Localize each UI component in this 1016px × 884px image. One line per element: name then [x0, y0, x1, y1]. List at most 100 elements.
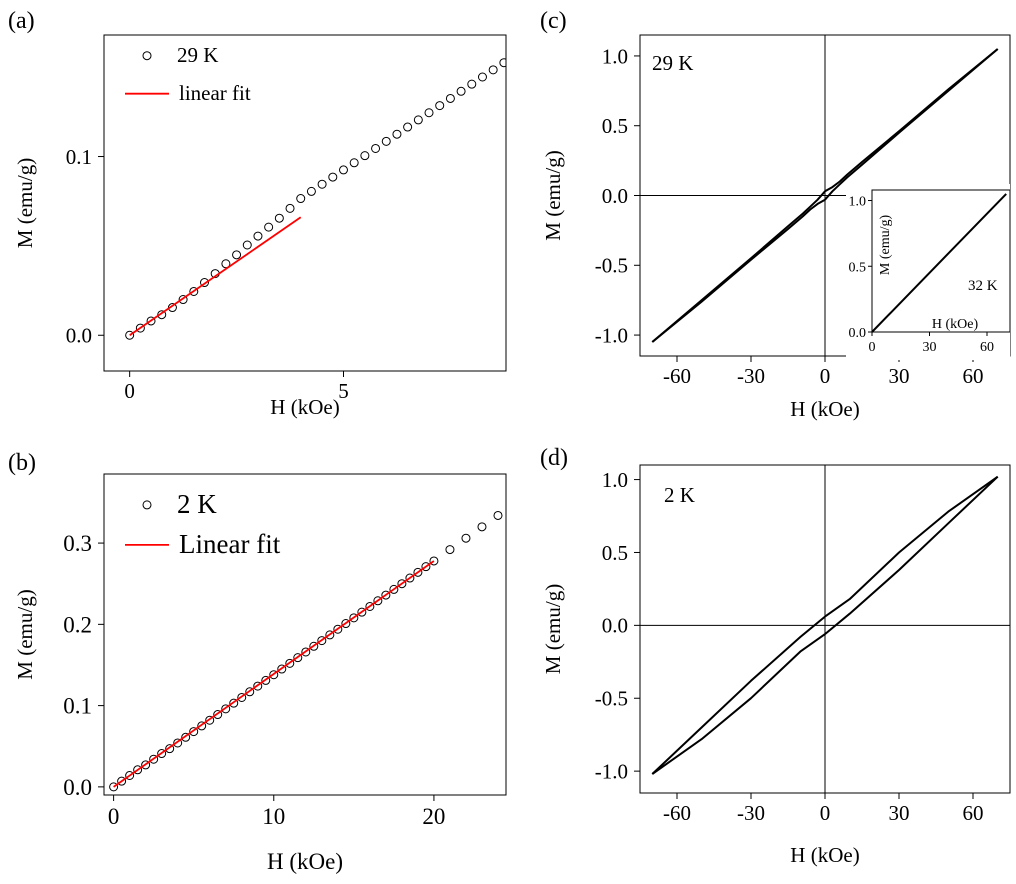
data-point — [301, 647, 311, 657]
data-point — [413, 567, 423, 577]
data-point — [232, 250, 242, 260]
x-tick-label: 5 — [338, 379, 349, 403]
y-tick-label: 0.1 — [63, 694, 92, 719]
data-point — [229, 698, 239, 708]
legend-marker — [142, 51, 152, 61]
y-tick-label: 0.5 — [602, 541, 628, 565]
x-tick-label: 60 — [963, 801, 984, 825]
series-markers — [125, 58, 506, 340]
data-point — [181, 732, 191, 742]
data-point — [125, 770, 135, 780]
panel-b: 0 10 20 0.0 0.1 0.2 0.3 H (kOe) M (emu/g) (b) 2 K L… — [8, 450, 507, 874]
series-layer — [651, 475, 999, 775]
y-tick-label: -0.5 — [595, 687, 628, 711]
data-point — [357, 607, 367, 617]
data-point — [245, 687, 255, 697]
hysteresis-branch — [651, 48, 999, 343]
data-point — [341, 619, 351, 629]
data-point — [133, 765, 143, 775]
y-tick-label: 0.1 — [66, 145, 92, 169]
data-point — [373, 596, 383, 606]
data-point — [173, 738, 183, 748]
panel-label: (d) — [540, 445, 568, 471]
legend-label: 29 K — [177, 43, 218, 67]
data-point — [493, 510, 503, 520]
hysteresis-branch — [651, 48, 999, 343]
inset-x-tick-label: 60 — [980, 340, 994, 355]
legend-label: 2 K — [177, 489, 217, 519]
series-layer — [109, 510, 503, 792]
data-point — [371, 143, 381, 153]
x-tick-label: -30 — [737, 801, 765, 825]
data-point — [306, 186, 316, 196]
fit-line — [113, 560, 435, 788]
legend-label: Linear fit — [179, 529, 281, 559]
data-point — [189, 727, 199, 737]
series-layer — [125, 58, 506, 340]
data-point — [135, 323, 145, 333]
data-point — [125, 330, 135, 340]
inset-background — [846, 184, 1010, 360]
y-tick-label: 0.0 — [66, 324, 92, 348]
data-point — [197, 721, 207, 731]
data-point — [242, 240, 252, 250]
data-point — [435, 101, 445, 111]
panel-a: 0 5 0.0 0.1 H (kOe) M (emu/g) (a) 29 K linear fi… — [8, 8, 507, 419]
data-point — [405, 573, 415, 583]
fit-line — [129, 216, 302, 337]
data-point — [221, 259, 231, 269]
y-axis-label: M (emu/g) — [541, 584, 565, 674]
data-point — [477, 72, 487, 82]
y-tick-label: -1.0 — [595, 759, 628, 783]
data-point — [293, 653, 303, 663]
y-tick-label: 0.0 — [602, 184, 628, 208]
y-axis-label: M (emu/g) — [13, 158, 37, 248]
x-tick-label: 30 — [889, 364, 910, 388]
data-point — [157, 310, 167, 320]
inset-x-tick-label: 30 — [923, 340, 937, 355]
hysteresis-branch — [651, 475, 999, 775]
x-tick-label: 60 — [963, 364, 984, 388]
inset-y-tick-label: 0.5 — [849, 260, 867, 275]
data-point — [178, 295, 188, 305]
data-point — [146, 316, 156, 326]
data-point — [338, 165, 348, 175]
y-tick-label: 0.2 — [63, 612, 92, 637]
legend-marker — [142, 500, 152, 510]
x-tick-label: 20 — [422, 804, 445, 829]
data-point — [285, 658, 295, 668]
y-tick-label: 0.0 — [63, 775, 92, 800]
legend-label: linear fit — [179, 81, 251, 105]
data-point — [381, 590, 391, 600]
x-tick-label: 0 — [820, 364, 831, 388]
data-point — [296, 194, 306, 204]
y-tick-label: 0.5 — [602, 114, 628, 138]
inset-y-axis-label: M (emu/g) — [878, 215, 893, 276]
data-point — [456, 86, 466, 96]
data-point — [461, 533, 471, 543]
data-point — [205, 715, 215, 725]
inset-y-tick-label: 0.0 — [849, 326, 867, 341]
x-tick-label: -60 — [663, 364, 691, 388]
data-point — [317, 636, 327, 646]
data-point — [165, 744, 175, 754]
panel-c-inset: 0 30 60 0.0 0.5 1.0 H (kOe) M (emu/g) 32 K — [846, 184, 1011, 360]
data-point — [360, 151, 370, 161]
data-point — [349, 158, 359, 168]
x-axis-label: H (kOe) — [790, 397, 859, 421]
y-tick-label: 0.0 — [602, 614, 628, 638]
data-point — [445, 93, 455, 103]
data-point — [413, 115, 423, 125]
temperature-annotation: 2 K — [664, 483, 695, 507]
x-tick-label: 0 — [820, 801, 831, 825]
inset-y-tick-label: 1.0 — [849, 195, 867, 210]
data-point — [392, 129, 402, 139]
hysteresis-branch — [651, 475, 999, 775]
data-point — [200, 278, 209, 288]
data-point — [189, 286, 199, 296]
data-point — [365, 601, 375, 611]
y-tick-label: 0.3 — [63, 531, 92, 556]
data-point — [109, 782, 119, 792]
data-point — [389, 584, 399, 594]
